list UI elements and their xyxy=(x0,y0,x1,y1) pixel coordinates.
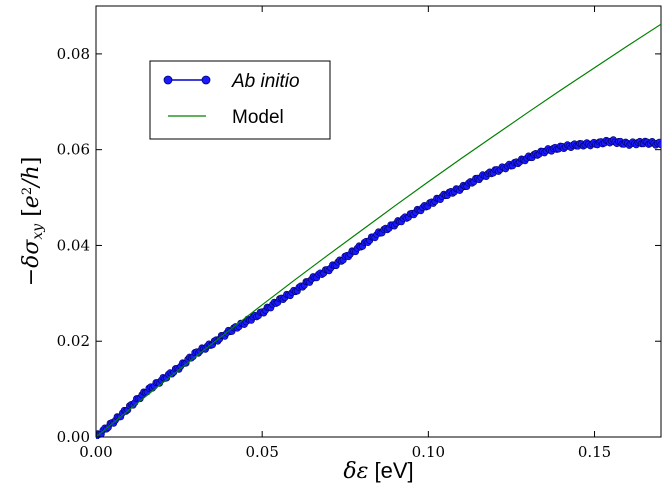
series-line-model xyxy=(96,23,661,438)
series-layer xyxy=(96,23,661,439)
x-tick-label: 0.00 xyxy=(79,443,112,461)
legend-marker-ab-initio xyxy=(163,75,173,85)
y-tick-label: 0.08 xyxy=(57,45,90,63)
series-line-ab-initio xyxy=(96,139,661,439)
legend-label-ab-initio: Ab initio xyxy=(231,71,300,92)
x-tick-label: 0.05 xyxy=(245,443,278,461)
y-tick-label: 0.00 xyxy=(57,428,90,446)
x-axis-label: δε [eV] xyxy=(343,458,413,484)
y-tick-label: 0.04 xyxy=(57,236,90,254)
x-tick-label: 0.10 xyxy=(412,443,445,461)
x-tick-label: 0.15 xyxy=(578,443,611,461)
data-point xyxy=(657,141,661,149)
legend-label-model: Model xyxy=(232,107,284,128)
legend-marker-ab-initio xyxy=(201,75,211,85)
y-tick-label: 0.02 xyxy=(57,332,90,350)
y-tick-label: 0.06 xyxy=(57,141,90,159)
legend: Ab initio Model xyxy=(149,60,331,140)
legend-box xyxy=(149,60,331,140)
plot-frame xyxy=(95,5,662,438)
ticks-layer: 0.00 0.05 0.10 0.15 0.00 0.02 0.04 0.06 0.08 xyxy=(57,6,661,461)
y-axis-label: −δσxy [e2/h] xyxy=(19,157,46,287)
